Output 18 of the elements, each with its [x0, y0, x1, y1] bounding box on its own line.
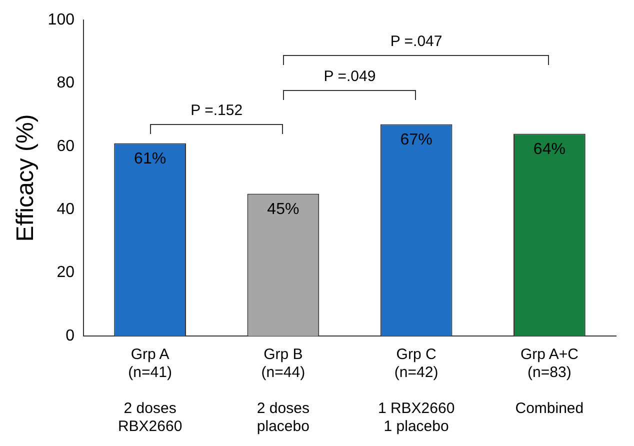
y-tick-label: 80 [56, 74, 75, 92]
data-label: 61% [134, 150, 166, 168]
category-label: Grp A+C (n=83) Combined [515, 346, 584, 418]
data-label: 67% [400, 132, 432, 149]
y-tick-label: 40 [56, 201, 75, 218]
annotation: P =.047 [390, 32, 442, 50]
annotation: P =.049 [324, 68, 376, 85]
data-label: 64% [533, 141, 566, 158]
y-tick-label: 0 [66, 327, 75, 344]
category-label: Grp B (n=44) 2 doses placebo [256, 346, 310, 436]
y-tick-label: 100 [48, 11, 75, 28]
y-axis-title: Efficacy (%) [12, 114, 40, 242]
y-tick-label: 20 [56, 264, 75, 282]
y-tick-label: 60 [56, 138, 75, 155]
category-label: Grp A (n=41) 2 doses RBX2660 [118, 346, 182, 436]
category-label: Grp C (n=42) 1 RBX2660 1 placebo [378, 346, 455, 436]
annotation: P =.152 [190, 102, 243, 120]
data-label: 45% [267, 201, 300, 218]
